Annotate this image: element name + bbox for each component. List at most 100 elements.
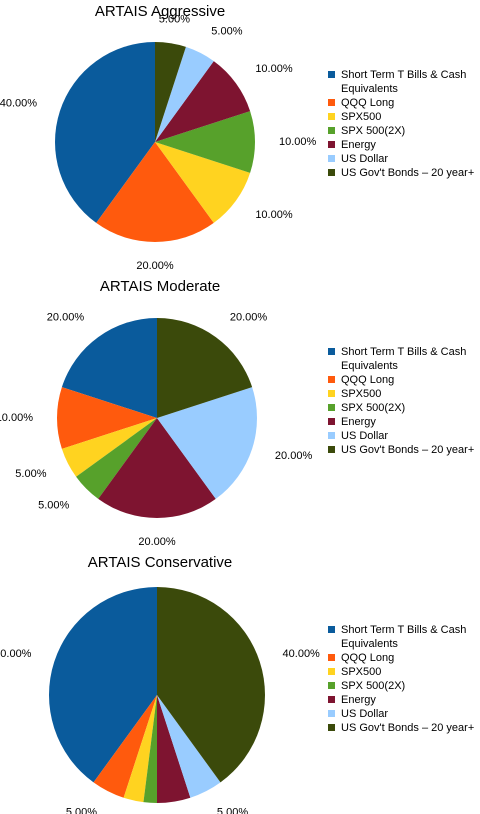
legend-label: Short Term T Bills & Cash Equivalents [341,624,467,650]
value-label: 20.00% [136,260,174,272]
legend-item: Energy [328,138,478,152]
legend-label: QQQ Long [341,652,395,664]
value-label: 5.00% [211,25,242,37]
pie-slice [49,587,158,783]
legend-item: SPX 500(2X) [328,401,478,415]
legend-label: Energy [341,416,376,428]
legend-label: Short Term T Bills & Cash Equivalents [341,69,467,95]
legend-item: QQQ Long [328,96,478,110]
legend-key [328,99,335,106]
legend-key [328,376,335,383]
legend-item: QQQ Long [328,373,478,387]
legend-box: Short Term T Bills & Cash Equivalents QQQ… [328,345,478,457]
pie-slice [143,695,157,803]
pie-slice [157,387,257,499]
legend-key [328,404,335,411]
pie-slice [155,46,214,142]
legend-label: US Gov't Bonds – 20 year+ [341,444,475,456]
legend-item: Short Term T Bills & Cash Equivalents [328,623,478,651]
legend-key [328,71,335,78]
legend-item: Short Term T Bills & Cash Equivalents [328,345,478,373]
legend-key [328,668,335,675]
legend-key [328,696,335,703]
legend-item: US Gov't Bonds – 20 year+ [328,166,478,180]
value-label: 5.00% [15,468,46,480]
legend-item: SPX500 [328,110,478,124]
value-label: 10.00% [0,412,33,424]
legend: Short Term T Bills & Cash Equivalents QQQ… [328,345,478,457]
value-label: 10.00% [255,209,293,221]
legend: Short Term T Bills & Cash Equivalents QQQ… [328,623,478,735]
pie-slice [93,695,157,798]
pie-slice [76,418,157,499]
pie-slice [155,111,255,173]
chart-title: ARTAIS Aggressive [95,3,225,20]
value-label: 5.00% [217,807,248,814]
legend-item: Energy [328,693,478,707]
legend-label: US Gov't Bonds – 20 year+ [341,722,475,734]
legend-key [328,654,335,661]
legend-key [328,169,335,176]
value-label: 40.00% [0,648,32,660]
chart: ARTAIS Aggressive [95,3,225,20]
pie-slice [98,418,216,518]
legend-label: US Dollar [341,708,389,720]
pie-slice [56,387,158,449]
legend-label: US Gov't Bonds – 20 year+ [341,167,475,179]
legend-item: US Gov't Bonds – 20 year+ [328,443,478,457]
legend-label: QQQ Long [341,97,395,109]
legend-item: QQQ Long [328,651,478,665]
legend-item: SPX500 [328,665,478,679]
value-label: 40.00% [283,648,321,660]
value-label: 20.00% [138,536,176,548]
legend-item: US Dollar [328,429,478,443]
legend-label: Short Term T Bills & Cash Equivalents [341,346,467,372]
value-label: 10.00% [255,63,293,75]
pie-slice [155,42,186,142]
legend-label: US Dollar [341,153,389,165]
legend-key [328,682,335,689]
legend-item: SPX500 [328,387,478,401]
legend-label: SPX500 [341,111,382,123]
legend-key [328,710,335,717]
legend-key [328,141,335,148]
legend-key [328,113,335,120]
pie-slice [123,695,157,803]
pie-slice [157,587,265,783]
legend-key [328,446,335,453]
legend-label: SPX 500(2X) [341,125,406,137]
chart: ARTAIS Conservative [88,554,233,571]
pie-slice [155,61,251,143]
legend-item: US Dollar [328,707,478,721]
legend-label: US Dollar [341,430,389,442]
pie-slice [155,142,251,223]
pie-slice [61,418,157,477]
legend-item: SPX 500(2X) [328,124,478,138]
legend-box: Short Term T Bills & Cash Equivalents QQQ… [328,623,478,735]
chart-title: ARTAIS Moderate [100,278,220,295]
legend-item: Short Term T Bills & Cash Equivalents [328,68,478,96]
legend-key [328,348,335,355]
pie-slice [157,695,191,803]
pie-slice [96,142,214,243]
legend-key [328,626,335,633]
legend-label: SPX 500(2X) [341,402,406,414]
legend-label: SPX500 [341,666,382,678]
pie-slice [54,42,156,223]
value-label: 5.00% [159,13,190,25]
value-label: 10.00% [279,136,317,148]
legend-label: QQQ Long [341,374,395,386]
legend-key [328,390,335,397]
legend-item: SPX 500(2X) [328,679,478,693]
value-label: 40.00% [0,98,37,110]
legend-box: Short Term T Bills & Cash Equivalents QQQ… [328,68,478,180]
legend-label: SPX500 [341,388,382,400]
legend-key [328,155,335,162]
legend-key [328,418,335,425]
legend-label: Energy [341,139,376,151]
legend-label: Energy [341,694,376,706]
value-label: 20.00% [275,450,313,462]
value-label: 5.00% [38,500,69,512]
value-label: 20.00% [230,312,268,324]
